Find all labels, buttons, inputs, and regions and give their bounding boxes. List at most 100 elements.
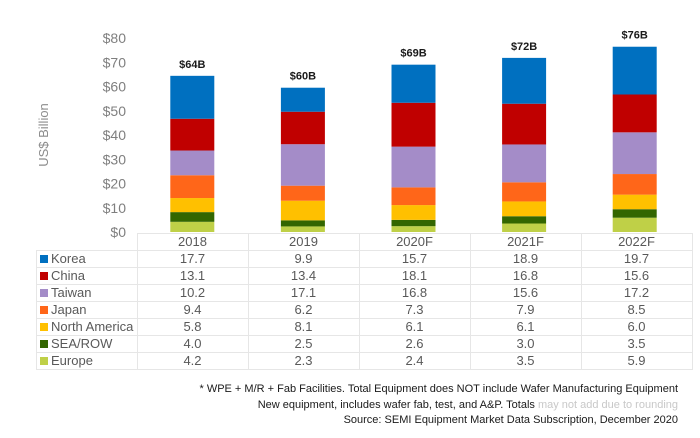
bar-segment-europe-2020f — [391, 226, 436, 232]
table-cell: 6.1 — [469, 318, 582, 336]
bar-segment-sea-row-2019 — [280, 220, 325, 227]
table-cell: 10.2 — [136, 284, 249, 302]
table-cell: 2.5 — [247, 335, 360, 353]
table-cell: 6.1 — [358, 318, 471, 336]
footnote-definition: * WPE + M/R + Fab Facilities. Total Equi… — [199, 383, 678, 395]
legend-label: SEA/ROW — [51, 336, 113, 351]
bar-segment-china-2019 — [280, 111, 325, 145]
legend-label: Korea — [51, 251, 86, 266]
legend-swatch-icon — [40, 255, 48, 263]
legend-entry: Japan — [36, 301, 138, 319]
table-cell: 15.6 — [580, 267, 693, 285]
table-header-row: 2018 2019 2020F 2021F 2022F — [36, 233, 693, 251]
bar-segment-north-america-2018 — [170, 198, 215, 213]
y-tick-label: $20 — [103, 176, 127, 192]
column-header: 2018 — [136, 233, 249, 251]
table-cell: 7.9 — [469, 301, 582, 319]
total-label: $60B — [290, 71, 316, 83]
bar-segment-sea-row-2018 — [170, 212, 215, 222]
table-cell: 16.8 — [358, 284, 471, 302]
column-header: 2020F — [358, 233, 471, 251]
table-row: Taiwan 10.2 17.1 16.8 15.6 17.2 — [36, 284, 693, 302]
bar-segment-europe-2018 — [170, 221, 215, 232]
bar-segment-japan-2021f — [502, 182, 547, 202]
y-tick-label: $50 — [103, 103, 127, 119]
table-row: Japan 9.4 6.2 7.3 7.9 8.5 — [36, 301, 693, 319]
total-labels: $64B $60B $69B $72B $76B — [179, 30, 648, 83]
legend-entry: SEA/ROW — [36, 335, 138, 353]
y-tick-label: $30 — [103, 151, 127, 167]
table-cell: 15.7 — [358, 250, 471, 268]
bar-segment-china-2018 — [170, 118, 215, 151]
bar-segment-sea-row-2022f — [612, 209, 657, 218]
bar-segment-korea-2019 — [280, 87, 325, 112]
table-cell: 3.5 — [580, 335, 693, 353]
bar-segment-japan-2019 — [280, 185, 325, 201]
footnote-totals-text: New equipment, includes wafer fab, test,… — [257, 399, 538, 411]
y-axis-label: US$ Billion — [36, 103, 51, 167]
bar-segment-taiwan-2021f — [502, 144, 547, 183]
table-cell: 15.6 — [469, 284, 582, 302]
legend-swatch-icon — [40, 306, 48, 314]
bar-segment-taiwan-2020f — [391, 146, 436, 188]
bar-segment-japan-2018 — [170, 175, 215, 199]
legend-swatch-icon — [40, 272, 48, 280]
table-row: North America 5.8 8.1 6.1 6.1 6.0 — [36, 318, 693, 336]
legend-label: Taiwan — [51, 285, 92, 300]
bar-segment-korea-2021f — [502, 57, 547, 104]
y-tick-label: $40 — [103, 127, 127, 143]
table-cell: 5.8 — [136, 318, 249, 336]
table-cell: 6.0 — [580, 318, 693, 336]
table-cell: 4.0 — [136, 335, 249, 353]
footnote-source: Source: SEMI Equipment Market Data Subsc… — [343, 414, 678, 426]
y-tick-label: $80 — [103, 30, 127, 46]
total-label: $76B — [622, 30, 648, 42]
legend-entry: Korea — [36, 250, 138, 268]
table-corner — [36, 233, 138, 251]
legend-swatch-icon — [40, 340, 48, 348]
total-label: $64B — [179, 59, 205, 71]
column-header: 2022F — [580, 233, 693, 251]
table-row: China 13.1 13.4 18.1 16.8 15.6 — [36, 267, 693, 285]
legend-label: North America — [51, 319, 134, 334]
table-cell: 17.7 — [136, 250, 249, 268]
total-label: $69B — [400, 48, 426, 60]
legend-entry: China — [36, 267, 138, 285]
bar-segment-japan-2022f — [612, 174, 657, 195]
bar-segment-sea-row-2021f — [502, 216, 547, 224]
bar-segment-taiwan-2022f — [612, 132, 657, 175]
footnote-totals: New equipment, includes wafer fab, test,… — [258, 399, 678, 411]
table-cell: 5.9 — [580, 352, 693, 370]
table-cell: 6.2 — [247, 301, 360, 319]
table-cell: 9.4 — [136, 301, 249, 319]
table-cell: 18.9 — [469, 250, 582, 268]
y-tick-label: $60 — [103, 79, 127, 95]
table-cell: 17.2 — [580, 284, 693, 302]
legend-label: China — [51, 268, 85, 283]
bar-segment-europe-2019 — [280, 226, 325, 232]
bar-segment-north-america-2021f — [502, 201, 547, 217]
bar-segment-korea-2022f — [612, 46, 657, 95]
table-row: SEA/ROW 4.0 2.5 2.6 3.0 3.5 — [36, 335, 693, 353]
table-cell: 9.9 — [247, 250, 360, 268]
table-cell: 2.4 — [358, 352, 471, 370]
bar-segment-sea-row-2020f — [391, 219, 436, 227]
data-table: 2018 2019 2020F 2021F 2022F Korea 17.7 9.9… — [36, 233, 693, 370]
bar-segment-europe-2022f — [612, 217, 657, 232]
bars — [170, 46, 657, 232]
table-cell: 19.7 — [580, 250, 693, 268]
bar-segment-japan-2020f — [391, 187, 436, 206]
legend-entry: Europe — [36, 352, 138, 370]
table-cell: 18.1 — [358, 267, 471, 285]
legend-entry: North America — [36, 318, 138, 336]
y-tick-label: $70 — [103, 54, 127, 70]
legend-swatch-icon — [40, 289, 48, 297]
bar-segment-china-2020f — [391, 102, 436, 147]
legend-label: Europe — [51, 353, 93, 368]
bar-segment-north-america-2020f — [391, 205, 436, 220]
table-cell: 17.1 — [247, 284, 360, 302]
footnote-watermark-obscured: may not add due to rounding — [537, 399, 678, 411]
table-cell: 16.8 — [469, 267, 582, 285]
table-cell: 3.5 — [469, 352, 582, 370]
bar-segment-china-2021f — [502, 103, 547, 145]
